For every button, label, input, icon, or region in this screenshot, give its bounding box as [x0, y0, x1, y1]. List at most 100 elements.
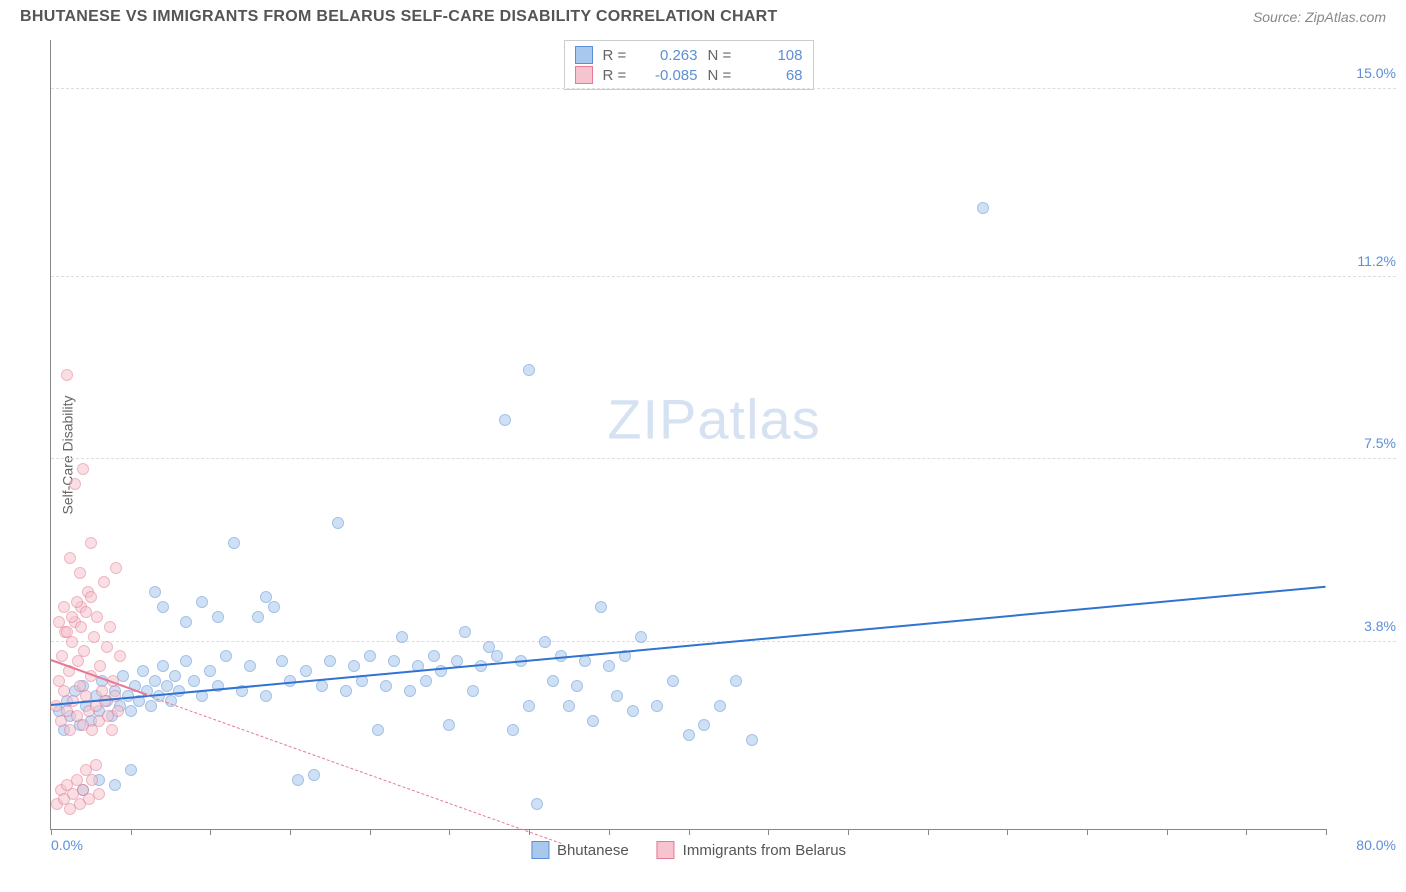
scatter-point [75, 621, 87, 633]
scatter-point [332, 517, 344, 529]
scatter-point [324, 655, 336, 667]
legend-row-series-1: R = 0.263 N = 108 [575, 45, 803, 65]
scatter-point [651, 700, 663, 712]
source-attribution: Source: ZipAtlas.com [1253, 9, 1386, 25]
x-tick [1087, 829, 1088, 835]
x-tick [51, 829, 52, 835]
swatch-series-1 [575, 46, 593, 64]
scatter-point [220, 650, 232, 662]
x-tick [210, 829, 211, 835]
scatter-point [85, 537, 97, 549]
swatch-series-2 [575, 66, 593, 84]
y-tick-label: 15.0% [1336, 65, 1396, 81]
scatter-point [157, 660, 169, 672]
scatter-point [459, 626, 471, 638]
scatter-point [730, 675, 742, 687]
scatter-point [547, 675, 559, 687]
scatter-point [145, 700, 157, 712]
scatter-point [180, 655, 192, 667]
r-label: R = [603, 67, 633, 84]
trend-line [51, 585, 1326, 705]
scatter-point [428, 650, 440, 662]
scatter-point [977, 202, 989, 214]
r-label: R = [603, 47, 633, 64]
gridline [51, 88, 1396, 89]
scatter-point [396, 631, 408, 643]
x-tick [848, 829, 849, 835]
chart-container: Self-Care Disability ZIPatlas R = 0.263 … [0, 30, 1406, 880]
scatter-point [683, 729, 695, 741]
scatter-point [180, 616, 192, 628]
gridline [51, 458, 1396, 459]
scatter-point [90, 759, 102, 771]
scatter-point [507, 724, 519, 736]
scatter-point [388, 655, 400, 667]
n-value-1: 108 [748, 47, 803, 64]
scatter-point [611, 690, 623, 702]
scatter-point [714, 700, 726, 712]
scatter-point [300, 665, 312, 677]
scatter-point [563, 700, 575, 712]
x-tick [1007, 829, 1008, 835]
scatter-point [109, 779, 121, 791]
series-legend: Bhutanese Immigrants from Belarus [531, 841, 846, 859]
scatter-point [88, 631, 100, 643]
scatter-point [499, 414, 511, 426]
scatter-point [579, 655, 591, 667]
scatter-point [340, 685, 352, 697]
scatter-point [74, 567, 86, 579]
scatter-point [380, 680, 392, 692]
scatter-point [114, 650, 126, 662]
scatter-point [64, 552, 76, 564]
scatter-point [149, 675, 161, 687]
scatter-point [260, 690, 272, 702]
scatter-point [112, 705, 124, 717]
chart-title: BHUTANESE VS IMMIGRANTS FROM BELARUS SEL… [20, 8, 778, 26]
x-min-label: 0.0% [51, 837, 83, 853]
x-tick [609, 829, 610, 835]
scatter-point [268, 601, 280, 613]
scatter-point [372, 724, 384, 736]
series-2-name: Immigrants from Belarus [683, 842, 846, 859]
x-tick [689, 829, 690, 835]
y-tick-label: 3.8% [1336, 618, 1396, 634]
scatter-point [260, 591, 272, 603]
scatter-point [292, 774, 304, 786]
scatter-point [698, 719, 710, 731]
scatter-point [212, 611, 224, 623]
scatter-point [252, 611, 264, 623]
n-label: N = [708, 67, 738, 84]
scatter-point [61, 369, 73, 381]
scatter-point [523, 700, 535, 712]
scatter-point [539, 636, 551, 648]
scatter-point [98, 576, 110, 588]
x-tick [290, 829, 291, 835]
x-tick [1167, 829, 1168, 835]
scatter-point [91, 611, 103, 623]
scatter-point [364, 650, 376, 662]
scatter-point [196, 596, 208, 608]
trend-line [146, 695, 561, 844]
scatter-point [348, 660, 360, 672]
scatter-plot: ZIPatlas R = 0.263 N = 108 R = -0.085 N … [50, 40, 1326, 830]
n-label: N = [708, 47, 738, 64]
x-tick [1246, 829, 1247, 835]
scatter-point [101, 641, 113, 653]
scatter-point [125, 764, 137, 776]
scatter-point [61, 626, 73, 638]
scatter-point [137, 665, 149, 677]
x-tick [928, 829, 929, 835]
scatter-point [244, 660, 256, 672]
scatter-point [571, 680, 583, 692]
swatch-series-2 [657, 841, 675, 859]
scatter-point [595, 601, 607, 613]
scatter-point [316, 680, 328, 692]
scatter-point [228, 537, 240, 549]
correlation-legend: R = 0.263 N = 108 R = -0.085 N = 68 [564, 40, 814, 90]
scatter-point [491, 650, 503, 662]
scatter-point [420, 675, 432, 687]
scatter-point [71, 596, 83, 608]
r-value-1: 0.263 [643, 47, 698, 64]
scatter-point [627, 705, 639, 717]
scatter-point [523, 364, 535, 376]
